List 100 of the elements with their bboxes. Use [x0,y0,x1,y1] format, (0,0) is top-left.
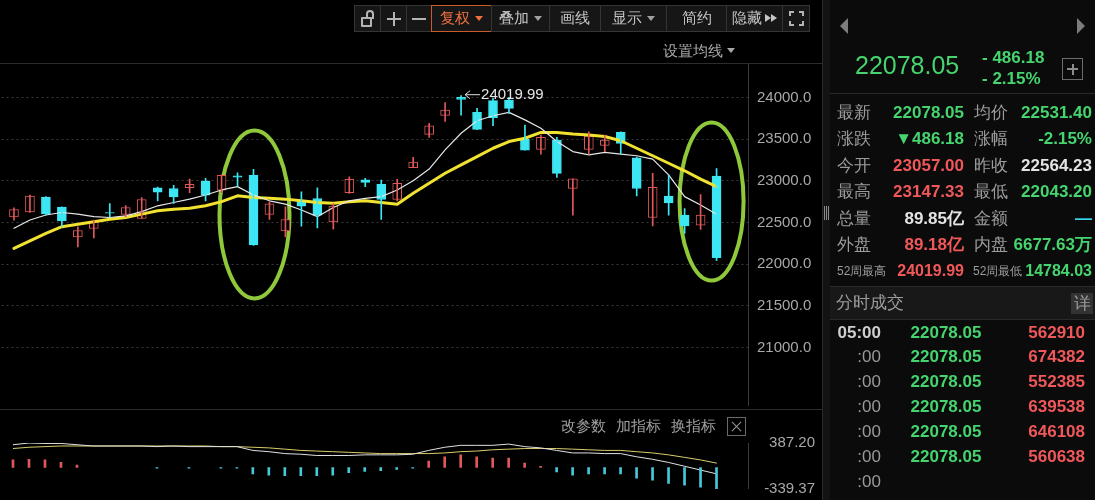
toolbar-button: 隐藏 [726,5,783,32]
text: :00 [857,346,881,368]
text: 674382 [1028,346,1085,368]
text: 6677.63万 [1013,234,1092,255]
text: 646108 [1028,421,1085,443]
toolbar-button: 显示 [600,5,667,32]
text: :00 [857,421,881,443]
text: 22078.05 [910,446,982,467]
bar [443,456,447,468]
toolbar-button: 简约 [666,5,727,32]
bar [331,467,335,476]
text: 14784.03 [1025,261,1092,281]
toolbar-button: 画线 [549,5,601,32]
text: 内盘 [974,234,1008,255]
y-tick-label: 24000.0 [757,87,812,105]
button: 详 [1071,292,1093,314]
bar [571,467,574,476]
bar [459,454,463,468]
text: 23057.00 [893,154,964,176]
text: :00 [857,371,881,393]
bar [395,467,399,470]
text: 05:00 [837,321,881,343]
bar [523,462,526,468]
text: 52周最高 [837,263,887,279]
text: 改参数 [561,417,606,436]
bar [683,467,686,486]
text: -2.15% [1038,128,1092,149]
text: :00 [857,470,881,492]
toolbar-button: 叠加 [491,5,550,32]
text: :00 [857,396,881,418]
bar [427,460,431,468]
text: 22078.05 [893,101,964,123]
bar [283,467,287,477]
text: 设置均线 [663,41,723,60]
bar [363,467,367,472]
text: 金额 [974,207,1008,229]
text: 22078.05 [910,396,982,418]
text: 最低 [974,181,1008,202]
bar [299,467,303,477]
bar [651,467,654,481]
text: 24019.99 [897,261,964,281]
text: 22078.05 [910,321,982,343]
text: 22078.05 [910,346,982,368]
bar [315,467,319,477]
bar [699,467,702,488]
text: 加指标 [616,417,661,436]
text: 分时成交 [836,291,904,313]
bar [603,467,606,475]
bar [555,467,558,473]
y-tick-label: 21500.0 [757,296,812,314]
text: 22078.05 [855,49,960,81]
text: 均价 [974,101,1008,123]
text: 22564.23 [1021,154,1092,176]
bar [667,467,670,484]
bar [587,467,590,475]
y-tick-label: 22000.0 [757,254,812,272]
text: 22078.05 [910,371,982,393]
text: 总量 [837,207,871,229]
bar [619,467,622,475]
text: 560638 [1028,446,1085,467]
text: 22043.20 [1021,181,1092,202]
bar [507,457,510,468]
annotation: 24019.99 [481,84,544,102]
text: 639538 [1028,396,1085,418]
text: 涨跌 [837,128,871,149]
text: 552385 [1028,371,1085,393]
text: ▼486.18 [895,128,964,149]
text: 22531.40 [1021,101,1092,123]
y-tick-label: 23500.0 [757,129,812,147]
bar [267,467,271,476]
bar [635,467,638,479]
text: 涨幅 [974,128,1008,149]
y-tick-label: 387.20 [769,433,815,451]
text: 今开 [837,154,871,176]
candlestick [456,95,466,116]
toolbar-button: 复权 [431,5,492,32]
y-tick-label: 23000.0 [757,170,812,188]
bar [379,467,383,472]
bar [491,457,494,468]
text: 89.18亿 [904,234,964,255]
text: 562910 [1028,321,1085,343]
text: 52周最低 [973,263,1023,279]
y-tick-label: -339.37 [764,479,815,497]
text: - 486.18 [982,46,1045,68]
text: 最新 [837,101,871,123]
bar [715,467,718,489]
y-tick-label: 21000.0 [757,337,812,355]
text: 昨收 [974,154,1008,176]
text: :00 [857,446,881,467]
text: 最高 [837,181,871,202]
y-tick-label: 22500.0 [757,212,812,230]
bar [475,456,479,468]
text: 22078.05 [910,421,982,443]
text: 外盘 [837,234,871,255]
text: 89.85亿 [904,207,964,229]
text: 23147.33 [893,181,964,202]
text: - 2.15% [982,67,1041,89]
bar [347,467,351,473]
text: — [1075,207,1092,229]
text: 换指标 [671,417,716,436]
